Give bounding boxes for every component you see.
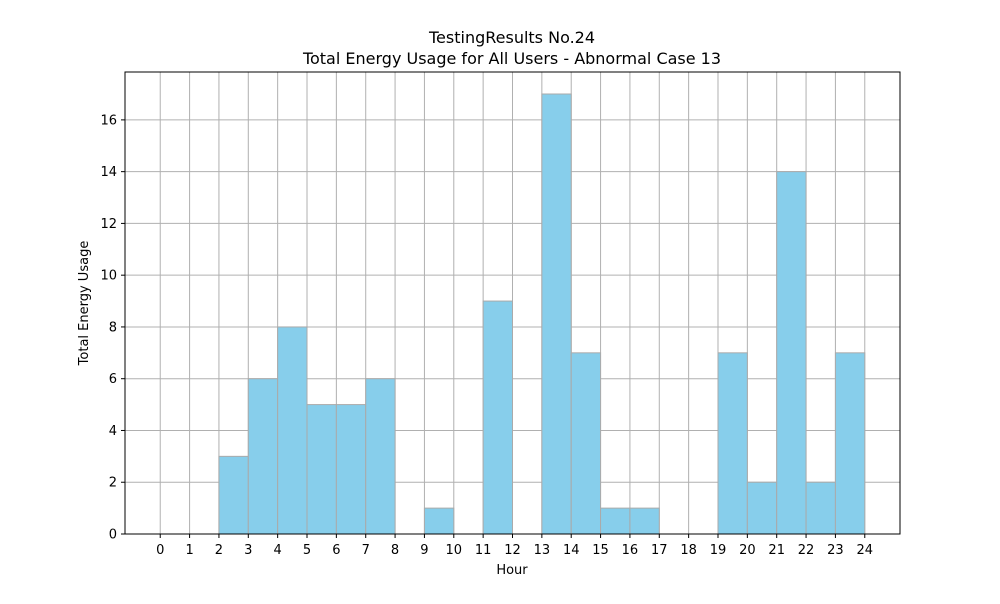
histogram-bar [423,507,455,535]
x-tick-label: 13 [534,543,551,558]
histogram-bar [717,352,748,535]
x-tick-label: 19 [710,543,727,558]
x-axis-ticks: 0 1 2 3 4 5 6 7 8 9 10 11 12 13 14 15 16 17 18 19 20 21 22 23 24 [156,534,873,558]
y-tick-label: 12 [100,217,117,232]
x-tick-label: 5 [303,543,311,558]
histogram-bar [570,352,602,535]
histogram-bar [365,378,396,535]
histogram-bar [746,481,778,535]
y-axis-ticks: 0 2 4 6 8 10 12 14 16 [100,113,125,543]
histogram-bar [218,455,249,535]
x-tick-label: 22 [798,543,815,558]
x-tick-label: 7 [362,543,370,558]
histogram-bar [277,326,308,535]
x-tick-label: 10 [446,543,463,558]
x-tick-label: 1 [185,543,193,558]
x-tick-label: 9 [420,543,428,558]
histogram-bar [834,352,866,535]
x-tick-label: 8 [391,543,399,558]
histogram-bar [247,378,279,535]
x-tick-label: 24 [856,543,873,558]
y-axis-label: Total Energy Usage [77,241,92,367]
y-tick-label: 4 [109,424,117,439]
histogram-bar [541,93,572,535]
y-tick-label: 10 [100,269,117,284]
x-tick-label: 18 [680,543,697,558]
x-tick-label: 4 [274,543,282,558]
y-tick-label: 16 [100,113,117,128]
x-tick-label: 11 [475,543,492,558]
x-tick-label: 20 [739,543,756,558]
chart-title: TestingResults No.24 [428,28,595,47]
histogram-bar [600,507,631,535]
x-tick-label: 14 [563,543,580,558]
x-axis-label: Hour [496,563,528,578]
x-tick-label: 17 [651,543,668,558]
x-tick-label: 6 [332,543,340,558]
y-tick-label: 8 [109,320,117,335]
histogram-bar [482,300,514,535]
y-tick-label: 6 [109,372,117,387]
y-tick-label: 2 [109,476,117,491]
histogram-bar [776,171,807,535]
x-tick-label: 15 [592,543,609,558]
histogram-bar [306,404,337,535]
x-tick-label: 16 [622,543,639,558]
x-tick-label: 23 [827,543,844,558]
x-tick-label: 3 [244,543,252,558]
histogram-bar [629,507,660,535]
x-tick-label: 2 [215,543,223,558]
y-tick-label: 0 [109,528,117,543]
x-tick-label: 21 [768,543,785,558]
bars [218,93,866,535]
histogram-bar [805,481,836,535]
histogram-bar [335,404,367,535]
y-tick-label: 14 [100,165,117,180]
chart-subtitle: Total Energy Usage for All Users - Abnor… [302,49,721,68]
x-tick-label: 0 [156,543,164,558]
x-tick-label: 12 [504,543,521,558]
